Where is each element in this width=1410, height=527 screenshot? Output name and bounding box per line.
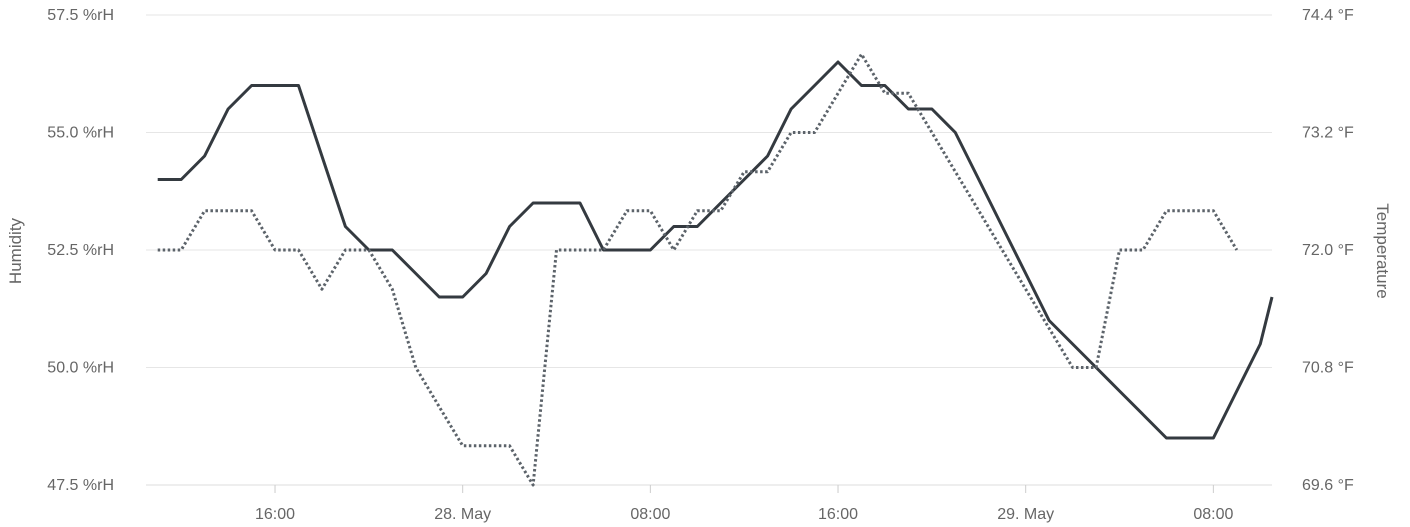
x-tick-label: 28. May [434, 506, 491, 523]
left-axis-tick-labels: 47.5 %rH 50.0 %rH 52.5 %rH 55.0 %rH 57.5 %rH [47, 7, 114, 494]
series-group [157, 52, 1274, 487]
right-tick-label: 73.2 °F [1302, 125, 1354, 142]
x-tick-label: 29. May [997, 506, 1054, 523]
right-tick-label: 69.6 °F [1302, 477, 1354, 494]
left-tick-label: 52.5 %rH [47, 242, 114, 259]
right-axis-title: Temperature [1373, 203, 1392, 298]
left-tick-label: 57.5 %rH [47, 7, 114, 24]
gridlines [146, 14, 1272, 486]
left-tick-label: 55.0 %rH [47, 125, 114, 142]
left-tick-label: 47.5 %rH [47, 477, 114, 494]
x-axis-tick-labels: 16:00 28. May 08:00 16:00 29. May 08:00 [255, 485, 1233, 523]
x-tick-label: 16:00 [818, 506, 858, 523]
right-tick-label: 70.8 °F [1302, 360, 1354, 377]
x-tick-label: 08:00 [630, 506, 670, 523]
right-axis-tick-labels: 69.6 °F 70.8 °F 72.0 °F 73.2 °F 74.4 °F [1302, 7, 1354, 494]
x-tick-label: 08:00 [1193, 506, 1233, 523]
left-axis-title: Humidity [6, 217, 25, 284]
left-tick-label: 50.0 %rH [47, 360, 114, 377]
x-tick-label: 16:00 [255, 506, 295, 523]
temperature-line [157, 52, 1239, 487]
right-tick-label: 72.0 °F [1302, 242, 1354, 259]
right-tick-label: 74.4 °F [1302, 7, 1354, 24]
